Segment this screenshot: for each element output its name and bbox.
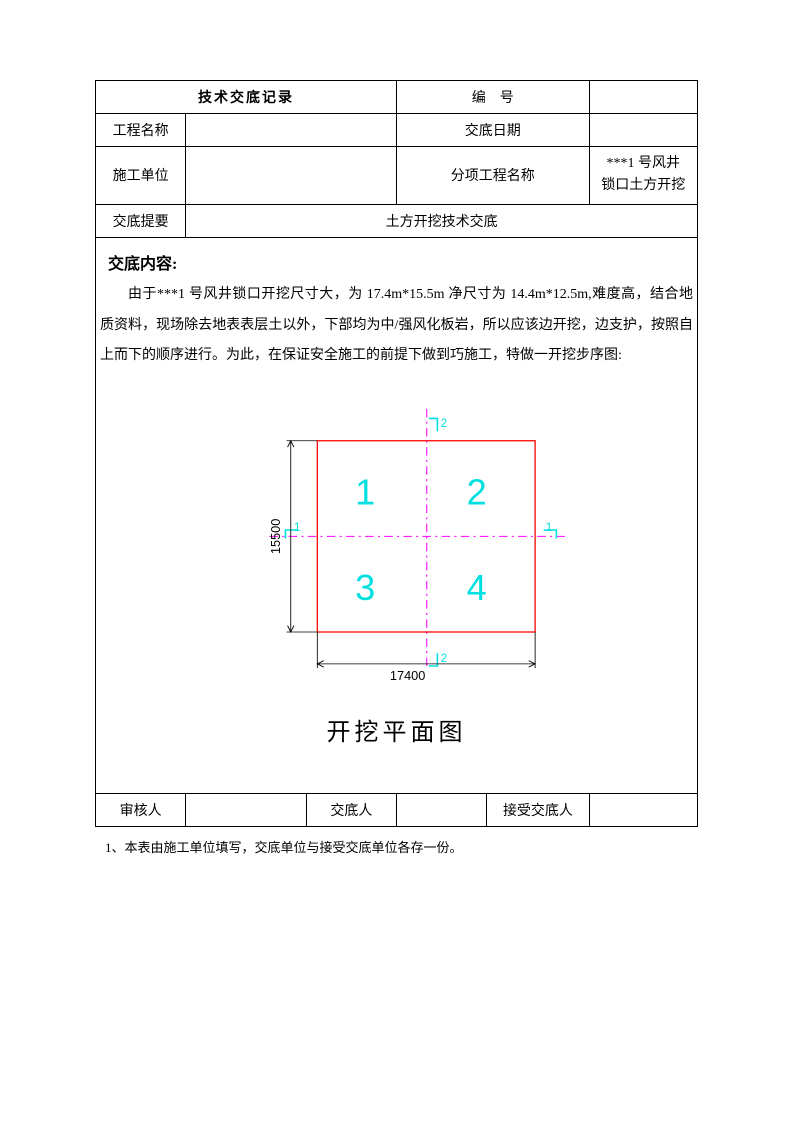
content-paragraph: 由于***1 号风井锁口开挖尺寸大，为 17.4m*15.5m 净尺寸为 14.… [100, 280, 693, 372]
svg-text:4: 4 [466, 567, 486, 608]
record-table: 技术交底记录 编 号 工程名称 交底日期 施工单位 分项工程名称 ***1 号风… [95, 80, 698, 827]
svg-text:1: 1 [355, 472, 375, 513]
svg-text:3: 3 [355, 567, 375, 608]
receiver-label: 接受交底人 [487, 794, 589, 827]
svg-text:2: 2 [440, 417, 447, 430]
submitter-value [396, 794, 486, 827]
svg-text:17400: 17400 [389, 668, 424, 683]
diagram: 1 2 3 4 2 2 1 1 17400 15500 [207, 402, 587, 697]
contractor-label: 施工单位 [96, 147, 186, 205]
proj-name-label: 工程名称 [96, 114, 186, 147]
subproj-line1: ***1 号风井 [607, 156, 681, 171]
diagram-title: 开挖平面图 [100, 712, 693, 747]
receiver-value [589, 794, 697, 827]
date-value [589, 114, 697, 147]
svg-text:1: 1 [545, 521, 552, 534]
contractor-value [186, 147, 397, 205]
doc-title: 技术交底记录 [96, 81, 397, 114]
submitter-label: 交底人 [306, 794, 396, 827]
subproj-label: 分项工程名称 [396, 147, 589, 205]
svg-text:1: 1 [293, 521, 300, 534]
footnote: 1、本表由施工单位填写，交底单位与接受交底单位各存一份。 [105, 837, 698, 856]
svg-text:2: 2 [440, 652, 447, 665]
content-heading: 交底内容: [100, 244, 693, 280]
svg-text:15500: 15500 [268, 519, 283, 554]
code-label: 编 号 [396, 81, 589, 114]
plan-svg: 1 2 3 4 2 2 1 1 17400 15500 [227, 402, 567, 692]
summary-label: 交底提要 [96, 204, 186, 237]
reviewer-label: 审核人 [96, 794, 186, 827]
svg-text:2: 2 [466, 472, 486, 513]
code-value [589, 81, 697, 114]
subproj-value: ***1 号风井 锁口土方开挖 [589, 147, 697, 205]
subproj-line2: 锁口土方开挖 [601, 178, 685, 193]
content-cell: 交底内容: 由于***1 号风井锁口开挖尺寸大，为 17.4m*15.5m 净尺… [96, 237, 698, 793]
page: 技术交底记录 编 号 工程名称 交底日期 施工单位 分项工程名称 ***1 号风… [0, 0, 793, 896]
summary-value: 土方开挖技术交底 [186, 204, 698, 237]
reviewer-value [186, 794, 306, 827]
proj-name-value [186, 114, 397, 147]
date-label: 交底日期 [396, 114, 589, 147]
